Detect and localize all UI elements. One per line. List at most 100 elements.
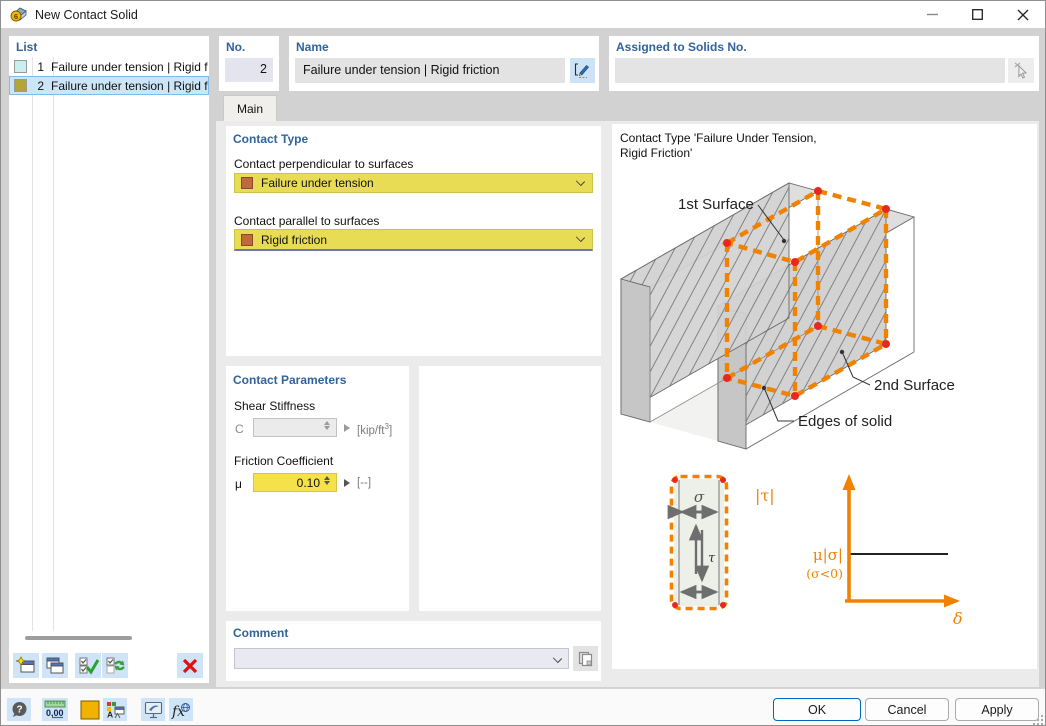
svg-text:?: ? xyxy=(16,705,22,716)
contact-solid-figure: 1st Surface 2nd Surface Edges of solid σ… xyxy=(619,182,963,628)
friction-symbol: μ xyxy=(235,477,242,491)
new-window-icon xyxy=(16,656,35,673)
ok-button[interactable]: OK xyxy=(773,698,861,721)
perpendicular-label: Contact perpendicular to surfaces xyxy=(234,157,414,171)
copy-item-button[interactable] xyxy=(42,653,68,678)
friction-unit: [--] xyxy=(357,477,372,489)
shear-detail-arrow-icon[interactable] xyxy=(344,424,350,432)
list-horizontal-scrollbar[interactable] xyxy=(17,636,201,640)
delete-x-icon xyxy=(182,658,198,673)
contact-parameters-group: Contact Parameters Shear Stiffness C [ki… xyxy=(226,366,409,611)
parallel-value: Rigid friction xyxy=(261,232,328,247)
rename-pencil-icon xyxy=(574,63,589,78)
list-column-divider xyxy=(53,57,54,631)
figure-title: Contact Type 'Failure Under Tension, Rig… xyxy=(620,131,817,160)
name-input[interactable]: Failure under tension | Rigid friction xyxy=(295,58,565,83)
invert-selection-button[interactable] xyxy=(102,653,128,678)
list-item-label: Failure under tension | Rigid friction xyxy=(51,78,208,93)
list-item-label: Failure under tension | Rigid friction xyxy=(51,59,208,74)
assigned-section: Assigned to Solids No. xyxy=(609,36,1039,91)
list-item-selected[interactable]: 2 Failure under tension | Rigid friction xyxy=(9,76,209,95)
fx-globe-icon: fx xyxy=(171,702,190,719)
assigned-input[interactable] xyxy=(615,58,1005,83)
list-item-number: 1 xyxy=(37,59,44,74)
apply-button[interactable]: Apply xyxy=(955,698,1039,721)
friction-graph: |τ| μ|σ| (σ<0) δ xyxy=(755,474,963,628)
list-item-number: 2 xyxy=(37,78,44,93)
friction-coefficient-input[interactable]: 0.10 xyxy=(253,473,337,492)
no-label: No. xyxy=(226,40,246,54)
contact-solid-icon: 6 xyxy=(10,7,27,22)
chevron-down-icon xyxy=(552,653,563,664)
resize-grip[interactable] xyxy=(1032,714,1043,725)
shear-unit: [kip/ft3] xyxy=(357,422,393,437)
svg-text:6: 6 xyxy=(14,12,18,21)
assigned-pick-button[interactable] xyxy=(1008,58,1034,83)
name-edit-button[interactable] xyxy=(570,58,595,83)
comment-group: Comment xyxy=(226,621,601,681)
assigned-label: Assigned to Solids No. xyxy=(616,40,747,54)
list-panel: List 1 Failure under tension | Rigid fri… xyxy=(9,36,209,683)
function-button[interactable]: fx xyxy=(169,698,193,721)
first-solid-plate xyxy=(619,182,820,423)
scrollbar-thumb[interactable] xyxy=(25,636,132,640)
corner-nodes xyxy=(723,187,890,400)
minimize-button[interactable] xyxy=(910,1,955,28)
help-button[interactable]: ? xyxy=(7,698,31,721)
contact-type-swatch-icon xyxy=(241,177,253,189)
chevron-down-icon xyxy=(575,176,586,187)
shear-stiffness-input[interactable] xyxy=(253,418,337,437)
display-properties-button[interactable]: A xyxy=(103,698,127,721)
contact-type-swatch-icon xyxy=(241,233,253,246)
chevron-down-icon xyxy=(575,232,586,243)
no-field: 2 xyxy=(225,58,273,82)
spinner-arrows-icon[interactable] xyxy=(324,421,333,430)
color-button[interactable] xyxy=(78,698,102,721)
monitor-arrow-icon xyxy=(144,701,162,718)
window-title: New Contact Solid xyxy=(35,7,138,22)
contact-type-group: Contact Type Contact perpendicular to su… xyxy=(226,126,601,356)
view-settings-button[interactable] xyxy=(141,698,165,721)
list-heading: List xyxy=(16,40,38,54)
new-item-button[interactable] xyxy=(13,653,39,678)
color-swatch xyxy=(14,60,27,73)
parameter-preview-panel xyxy=(419,366,601,611)
first-surface-label: 1st Surface xyxy=(678,196,754,213)
contact-type-figure-panel: Contact Type 'Failure Under Tension, Rig… xyxy=(612,124,1037,669)
friction-detail-arrow-icon[interactable] xyxy=(344,479,350,487)
copy-pages-icon xyxy=(578,651,592,666)
display-properties-icon: A xyxy=(106,701,124,719)
perpendicular-dropdown[interactable]: Failure under tension xyxy=(234,173,593,193)
second-surface-label: 2nd Surface xyxy=(874,377,955,394)
contact-parameters-heading: Contact Parameters xyxy=(233,373,347,387)
titlebar: 6 New Contact Solid xyxy=(1,1,1045,28)
comment-copy-button[interactable] xyxy=(573,646,598,671)
help-icon: ? xyxy=(12,702,26,717)
parallel-label: Contact parallel to surfaces xyxy=(234,214,380,228)
tab-main-label: Main xyxy=(236,101,263,116)
delete-item-button[interactable] xyxy=(177,653,203,678)
comment-heading: Comment xyxy=(233,626,289,640)
shear-stiffness-label: Shear Stiffness xyxy=(234,399,316,413)
friction-value: 0.10 xyxy=(296,475,320,490)
copy-windows-icon xyxy=(46,657,64,674)
cancel-button[interactable]: Cancel xyxy=(865,698,949,721)
shear-symbol: C xyxy=(235,422,244,436)
maximize-button[interactable] xyxy=(955,1,1000,28)
comment-combobox[interactable] xyxy=(234,648,569,669)
select-all-button[interactable] xyxy=(75,653,101,678)
close-button[interactable] xyxy=(1000,1,1045,28)
sigma-negative-label: (σ<0) xyxy=(806,566,843,581)
spinner-arrows-icon[interactable] xyxy=(324,476,333,485)
svg-text:0,00: 0,00 xyxy=(46,708,64,718)
name-label: Name xyxy=(296,40,329,54)
color-swatch-icon xyxy=(80,700,100,719)
tab-main[interactable]: Main xyxy=(223,95,277,121)
units-button[interactable]: 0,00 xyxy=(42,698,68,721)
edges-of-solid-label: Edges of solid xyxy=(798,413,892,430)
tau-label: τ xyxy=(708,551,716,566)
minimize-icon xyxy=(927,13,938,16)
list-item[interactable]: 1 Failure under tension | Rigid friction xyxy=(9,57,209,76)
parallel-dropdown[interactable]: Rigid friction xyxy=(234,229,593,251)
